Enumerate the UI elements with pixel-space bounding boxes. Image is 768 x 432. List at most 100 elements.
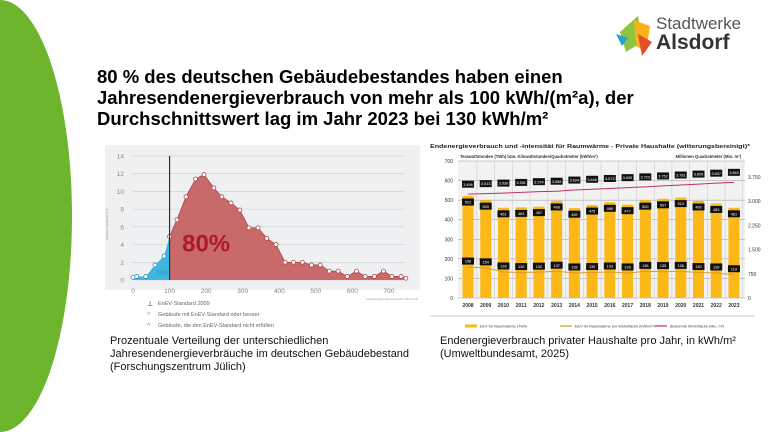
bar xyxy=(462,196,474,298)
data-label-box xyxy=(462,180,474,188)
data-point xyxy=(134,274,140,279)
slide-title: 80 % des deutschen Gebäudebestandes habe… xyxy=(97,66,634,129)
data-label-box xyxy=(692,170,705,178)
data-label: 3.551 xyxy=(516,181,526,185)
data-label-box xyxy=(532,209,545,217)
caption-line: (Forschungszentrum Jülich) xyxy=(110,361,246,373)
data-label-box xyxy=(515,263,528,271)
data-point xyxy=(201,172,207,177)
data-point xyxy=(344,274,350,279)
data-label-box xyxy=(621,207,634,215)
legend-label: Gebäude, die den EnEV-Standard nicht erf… xyxy=(158,323,274,329)
data-label-box xyxy=(710,205,723,213)
data-label: 158 xyxy=(465,260,471,264)
data-label: 130 xyxy=(695,265,701,269)
data-label-box xyxy=(462,198,474,206)
data-label: 461 xyxy=(731,212,737,216)
data-label: 135 xyxy=(660,264,666,268)
energy-consumption-chart: Endenergieverbrauch und -intensität für … xyxy=(430,144,761,329)
data-point xyxy=(309,262,314,268)
y-tick-label: 400 xyxy=(445,218,454,224)
x-tick-label: 2009 xyxy=(480,303,491,309)
data-label: 3.699 xyxy=(623,176,633,180)
x-tick-label: 500 xyxy=(310,288,321,295)
x-tick-label: 2015 xyxy=(587,303,598,309)
data-point xyxy=(389,274,395,279)
y-right-tick-label: 3.000 xyxy=(748,199,761,205)
data-label-box xyxy=(727,168,740,176)
data-label-box xyxy=(639,261,652,269)
data-label-box xyxy=(479,180,492,188)
data-label: 461 xyxy=(500,212,506,216)
data-label: 467 xyxy=(536,211,542,215)
y-tick-label: 6 xyxy=(120,224,124,231)
area-line xyxy=(467,181,734,195)
y-tick-label: 700 xyxy=(445,159,454,165)
data-label: 513 xyxy=(678,202,684,206)
data-label: 3.863 xyxy=(729,171,739,175)
data-label: 128 xyxy=(624,266,630,270)
data-point xyxy=(152,262,158,268)
y-tick-label: 2 xyxy=(120,260,124,267)
x-tick-label: 2020 xyxy=(675,303,686,309)
data-point xyxy=(317,262,323,268)
right-axis-label: Millionen Quadratmeter (Mio. m²) xyxy=(676,154,742,159)
bar xyxy=(728,207,740,298)
data-label-box xyxy=(710,263,723,271)
green-swoosh-decoration xyxy=(0,0,72,432)
legend-label: Bewohnte Wohnfläche (Mio. m²) xyxy=(670,325,725,329)
x-tick-label: 0 xyxy=(131,288,135,295)
data-label: 475 xyxy=(589,210,595,214)
x-tick-label: 2023 xyxy=(728,303,739,309)
y-right-tick-label: 750 xyxy=(748,272,757,278)
data-label-box xyxy=(532,262,545,270)
data-label-box xyxy=(568,263,581,271)
x-tick-label: 600 xyxy=(347,288,358,295)
legend-label: Gebäude mit EnEV-Standard oder besser xyxy=(158,312,260,318)
data-point xyxy=(354,268,359,274)
x-tick-label: 100 xyxy=(164,288,175,295)
data-label: 3.530 xyxy=(499,182,509,186)
bar xyxy=(515,207,527,298)
legend-label: EEV für Raumwärme (TWh) xyxy=(480,325,528,329)
x-tick-label: 2008 xyxy=(462,303,473,309)
data-label-box xyxy=(550,203,563,211)
bar xyxy=(657,198,669,298)
data-label: 3.624 xyxy=(570,179,580,183)
data-label-box xyxy=(586,263,599,271)
y-right-tick-label: 2.250 xyxy=(748,223,761,229)
data-label: 507 xyxy=(660,203,666,207)
data-label-box xyxy=(657,172,670,180)
data-label-box xyxy=(639,202,652,210)
y-tick-label: 600 xyxy=(445,179,454,185)
data-label: 3.496 xyxy=(463,183,473,187)
data-point xyxy=(219,194,225,200)
data-label-box xyxy=(621,263,634,271)
data-label-box xyxy=(603,204,616,212)
y-tick-label: 10 xyxy=(117,189,125,196)
data-label: 496 xyxy=(553,206,559,210)
data-label-box xyxy=(462,257,474,265)
data-label: 128 xyxy=(571,266,577,270)
y-tick-label: 0 xyxy=(120,278,124,285)
bar xyxy=(639,200,651,298)
data-point xyxy=(264,235,270,241)
data-label-box xyxy=(479,202,492,210)
data-label-box xyxy=(692,203,705,211)
data-point xyxy=(183,194,189,200)
distribution-chart: 0 2 4 6 8 10 12 14 0 100 200 300 400 500 600 700 Relativ… xyxy=(105,145,420,330)
data-label-box xyxy=(692,263,705,271)
bar xyxy=(692,200,704,298)
bar xyxy=(622,204,634,298)
data-label-box xyxy=(568,210,581,218)
share-below-label: 20% xyxy=(156,271,169,277)
data-label-box xyxy=(479,258,492,266)
x-tick-label: 2016 xyxy=(604,303,615,309)
legend-icon: ^ xyxy=(147,323,151,330)
data-point xyxy=(398,274,404,279)
bar xyxy=(675,197,687,298)
data-label-box xyxy=(568,176,581,184)
y-tick-label: 0 xyxy=(450,296,453,302)
caption-line: Prozentuale Verteilung der unterschiedli… xyxy=(110,335,329,347)
data-label-box xyxy=(710,169,723,177)
